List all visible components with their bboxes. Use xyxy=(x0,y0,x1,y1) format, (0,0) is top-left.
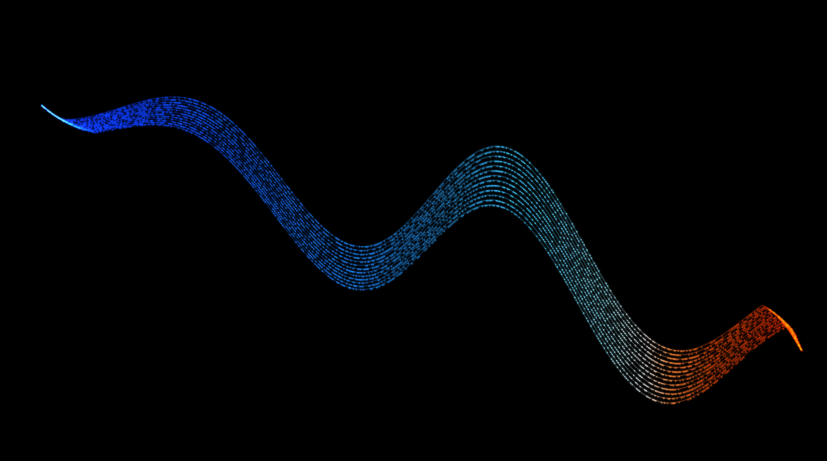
visualization-stage xyxy=(0,0,827,461)
ribbon-wave-canvas xyxy=(0,0,827,461)
